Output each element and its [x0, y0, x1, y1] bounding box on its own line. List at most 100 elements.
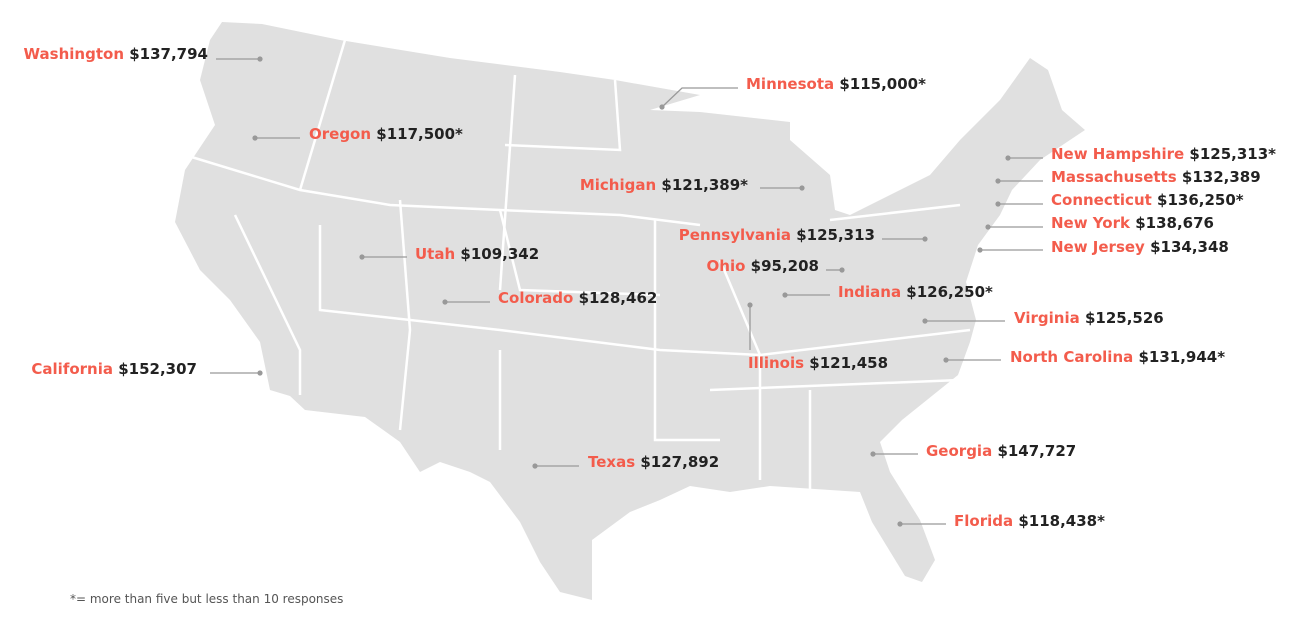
state-label: Virginia $125,526: [1014, 309, 1164, 327]
state-dot: [897, 521, 903, 527]
state-label: Utah $109,342: [415, 245, 539, 263]
state-name: Illinois: [748, 354, 804, 372]
state-name: Indiana: [838, 283, 901, 301]
state-name: New York: [1051, 214, 1131, 232]
state-callout: Oregon $117,500*: [252, 125, 463, 143]
state-callout: Minnesota $115,000*: [659, 75, 926, 110]
state-label: Florida $118,438*: [954, 512, 1105, 530]
state-name: Minnesota: [746, 75, 834, 93]
footnote: *= more than five but less than 10 respo…: [70, 592, 343, 606]
state-salary: $125,526: [1085, 309, 1164, 327]
state-name: Connecticut: [1051, 191, 1152, 209]
state-label: Georgia $147,727: [926, 442, 1076, 460]
state-callout: Connecticut $136,250*: [995, 191, 1244, 209]
state-salary: $132,389: [1182, 168, 1261, 186]
state-label: North Carolina $131,944*: [1010, 348, 1225, 366]
state-label: Minnesota $115,000*: [746, 75, 926, 93]
state-name: New Hampshire: [1051, 145, 1184, 163]
state-name: Oregon: [309, 125, 371, 143]
state-label: Massachusetts $132,389: [1051, 168, 1261, 186]
state-callout: Washington $137,794: [24, 45, 263, 63]
state-salary: $109,342: [460, 245, 539, 263]
state-dot: [359, 254, 365, 260]
state-dot: [922, 318, 928, 324]
state-dot: [1005, 155, 1011, 161]
state-dot: [977, 247, 983, 253]
state-label: Washington $137,794: [24, 45, 208, 63]
state-name: Texas: [588, 453, 635, 471]
state-callout: Illinois $121,458: [747, 302, 888, 372]
state-salary: $138,676: [1135, 214, 1214, 232]
state-callout: New Hampshire $125,313*: [1005, 145, 1276, 163]
state-callout: North Carolina $131,944*: [943, 348, 1225, 366]
state-name: Virginia: [1014, 309, 1080, 327]
state-salary: $125,313: [796, 226, 875, 244]
state-label: New Jersey $134,348: [1051, 238, 1229, 256]
state-name: New Jersey: [1051, 238, 1145, 256]
state-name: Colorado: [498, 289, 573, 307]
state-dot: [442, 299, 448, 305]
state-name: California: [31, 360, 113, 378]
state-salary: $126,250*: [906, 283, 993, 301]
state-label: New Hampshire $125,313*: [1051, 145, 1276, 163]
state-label: Indiana $126,250*: [838, 283, 993, 301]
state-callout: Virginia $125,526: [922, 309, 1164, 327]
state-salary: $147,727: [997, 442, 1076, 460]
state-dot: [870, 451, 876, 457]
state-callout: Massachusetts $132,389: [995, 168, 1261, 186]
state-name: Florida: [954, 512, 1013, 530]
state-label: New York $138,676: [1051, 214, 1214, 232]
state-salary: $127,892: [640, 453, 719, 471]
state-salary: $95,208: [751, 257, 819, 275]
state-name: Washington: [24, 45, 124, 63]
state-salary: $121,389*: [661, 176, 748, 194]
state-callout: Indiana $126,250*: [782, 283, 993, 301]
state-name: Georgia: [926, 442, 992, 460]
state-dot: [943, 357, 949, 363]
state-salary: $137,794: [129, 45, 208, 63]
state-label: Oregon $117,500*: [309, 125, 463, 143]
state-callout: Michigan $121,389*: [580, 176, 805, 194]
state-dot: [799, 185, 805, 191]
state-dot: [839, 267, 845, 273]
state-dot: [985, 224, 991, 230]
state-label: Illinois $121,458: [748, 354, 888, 372]
state-salary: $128,462: [579, 289, 658, 307]
state-name: Pennsylvania: [679, 226, 791, 244]
state-salary: $121,458: [809, 354, 888, 372]
state-dot: [782, 292, 788, 298]
state-salary: $117,500*: [376, 125, 463, 143]
state-name: Michigan: [580, 176, 656, 194]
leader-line: [661, 87, 738, 108]
state-callout: Florida $118,438*: [897, 512, 1105, 530]
state-salary: $134,348: [1150, 238, 1229, 256]
state-dot: [659, 104, 665, 110]
state-callout: Utah $109,342: [359, 245, 539, 263]
state-callout: Ohio $95,208: [707, 257, 845, 275]
state-label: Connecticut $136,250*: [1051, 191, 1244, 209]
state-salary: $118,438*: [1018, 512, 1105, 530]
state-name: Utah: [415, 245, 455, 263]
state-dot: [922, 236, 928, 242]
state-salary: $131,944*: [1138, 348, 1225, 366]
state-callout: Texas $127,892: [532, 453, 719, 471]
state-callout: Georgia $147,727: [870, 442, 1076, 460]
state-dot: [532, 463, 538, 469]
state-callout: Colorado $128,462: [442, 289, 657, 307]
state-dot: [995, 178, 1001, 184]
state-callout: California $152,307: [31, 360, 263, 378]
state-borders: [184, 39, 971, 490]
state-salary: $136,250*: [1157, 191, 1244, 209]
state-callout: New Jersey $134,348: [977, 238, 1229, 256]
state-label: Colorado $128,462: [498, 289, 657, 307]
state-dot: [995, 201, 1001, 207]
state-label: California $152,307: [31, 360, 197, 378]
state-callout: New York $138,676: [985, 214, 1214, 232]
state-salary: $125,313*: [1189, 145, 1276, 163]
state-name: Massachusetts: [1051, 168, 1177, 186]
state-name: North Carolina: [1010, 348, 1133, 366]
state-label: Texas $127,892: [588, 453, 719, 471]
state-dot: [747, 302, 753, 308]
state-label: Ohio $95,208: [707, 257, 819, 275]
